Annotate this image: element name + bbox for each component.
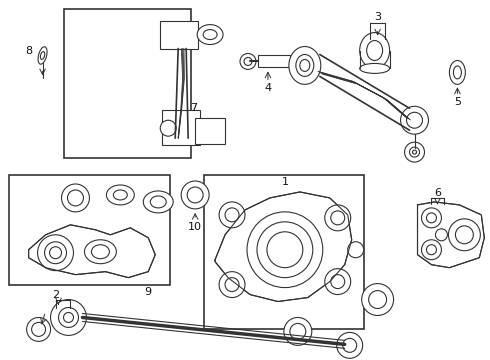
Circle shape xyxy=(50,300,86,336)
Ellipse shape xyxy=(143,191,173,213)
Bar xyxy=(204,175,364,329)
Text: 6: 6 xyxy=(434,188,441,198)
Text: 5: 5 xyxy=(454,97,461,107)
Circle shape xyxy=(247,212,323,288)
Ellipse shape xyxy=(360,32,390,68)
Text: 8: 8 xyxy=(25,45,32,55)
Circle shape xyxy=(26,318,50,341)
Bar xyxy=(64,9,191,158)
Circle shape xyxy=(348,242,364,258)
Text: 4: 4 xyxy=(265,84,271,93)
Polygon shape xyxy=(215,192,352,302)
Bar xyxy=(195,118,225,144)
Circle shape xyxy=(219,272,245,298)
Ellipse shape xyxy=(449,60,466,84)
Ellipse shape xyxy=(360,63,390,73)
Polygon shape xyxy=(417,202,484,268)
Circle shape xyxy=(405,142,424,162)
Polygon shape xyxy=(28,225,155,278)
Ellipse shape xyxy=(106,185,134,205)
Bar xyxy=(9,175,170,285)
Circle shape xyxy=(337,332,363,358)
Circle shape xyxy=(400,106,428,134)
Circle shape xyxy=(160,120,176,136)
Circle shape xyxy=(421,208,441,228)
Bar xyxy=(162,110,200,145)
Circle shape xyxy=(284,318,312,345)
Circle shape xyxy=(62,184,90,212)
Circle shape xyxy=(181,181,209,209)
Bar xyxy=(258,55,290,67)
Ellipse shape xyxy=(289,46,321,84)
Circle shape xyxy=(38,235,74,271)
Circle shape xyxy=(448,219,480,251)
Text: 10: 10 xyxy=(188,222,202,232)
Circle shape xyxy=(421,240,441,260)
Circle shape xyxy=(240,54,256,69)
Ellipse shape xyxy=(197,24,223,45)
Text: 3: 3 xyxy=(374,12,381,22)
Text: 1: 1 xyxy=(281,177,289,187)
Ellipse shape xyxy=(38,47,47,64)
Ellipse shape xyxy=(84,240,116,264)
Bar xyxy=(160,21,198,49)
Text: 9: 9 xyxy=(145,287,152,297)
Circle shape xyxy=(219,202,245,228)
Circle shape xyxy=(325,205,351,231)
Circle shape xyxy=(325,269,351,294)
Text: 7: 7 xyxy=(191,103,197,113)
Text: 2: 2 xyxy=(52,289,59,300)
Circle shape xyxy=(362,284,393,315)
